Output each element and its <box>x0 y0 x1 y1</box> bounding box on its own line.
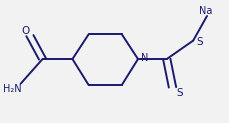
Text: S: S <box>196 37 202 47</box>
Text: H₂N: H₂N <box>3 84 22 94</box>
Text: S: S <box>175 88 182 99</box>
Text: Na: Na <box>198 6 212 16</box>
Text: N: N <box>140 53 147 63</box>
Text: O: O <box>21 26 29 36</box>
